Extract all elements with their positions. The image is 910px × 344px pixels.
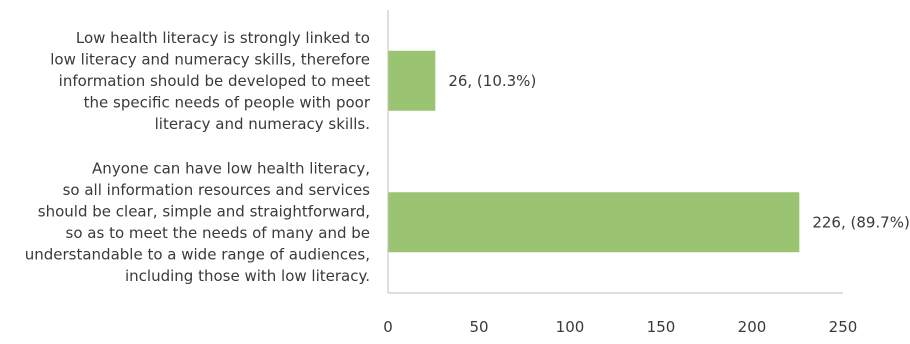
- category-label-0-line-3: the specific needs of people with poor: [84, 93, 371, 111]
- data-label-0: 26, (10.3%): [448, 72, 536, 90]
- bar-1: [388, 192, 800, 253]
- category-label-0-line-2: information should be developed to meet: [59, 72, 370, 90]
- x-tick-label-5: 250: [829, 318, 858, 336]
- x-tick-label-0: 0: [383, 318, 393, 336]
- x-tick-label-3: 150: [647, 318, 676, 336]
- x-tick-label-2: 100: [556, 318, 585, 336]
- category-label-0-line-1: low literacy and numeracy skills, theref…: [50, 50, 370, 68]
- category-label-0-line-0: Low health literacy is strongly linked t…: [76, 29, 370, 47]
- category-label-0-line-4: literacy and numeracy skills.: [155, 115, 370, 133]
- category-label-1-line-4: understandable to a wide range of audien…: [25, 246, 370, 264]
- category-label-1-line-3: so as to meet the needs of many and be: [66, 224, 370, 242]
- category-label-1-line-1: so all information resources and service…: [63, 181, 371, 199]
- category-label-1-line-0: Anyone can have low health literacy,: [92, 160, 370, 178]
- x-tick-label-4: 200: [738, 318, 767, 336]
- data-label-1: 226, (89.7%): [812, 213, 910, 231]
- category-label-1-line-2: should be clear, simple and straightforw…: [38, 203, 370, 221]
- category-label-1-line-5: including those with low literacy.: [125, 267, 370, 285]
- x-tick-label-1: 50: [469, 318, 488, 336]
- bar-0: [388, 50, 436, 111]
